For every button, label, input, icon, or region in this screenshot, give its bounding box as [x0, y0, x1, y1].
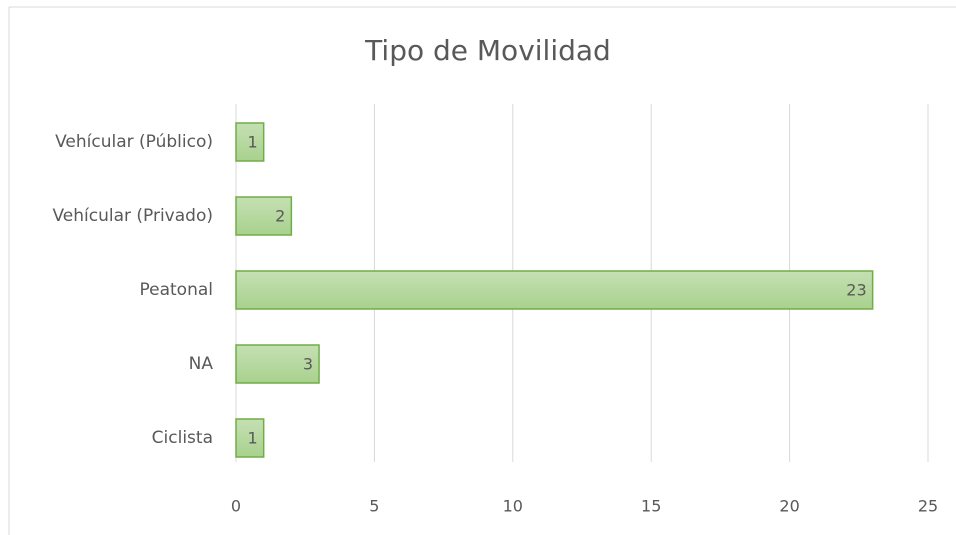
- y-tick-label: Vehícular (Privado): [52, 206, 213, 226]
- x-tick-label: 10: [503, 497, 523, 516]
- data-label: 3: [303, 355, 313, 374]
- y-tick-label: Peatonal: [139, 280, 213, 300]
- data-label: 2: [275, 207, 285, 226]
- data-label: 23: [846, 281, 866, 300]
- y-tick-label: Ciclista: [152, 428, 213, 448]
- chart-title: Tipo de Movilidad: [364, 34, 611, 67]
- x-tick-label: 0: [231, 497, 241, 516]
- data-label: 1: [247, 133, 257, 152]
- x-tick-label: 20: [779, 497, 799, 516]
- x-tick-label: 15: [641, 497, 661, 516]
- x-tick-label: 25: [918, 497, 938, 516]
- x-tick-label: 5: [369, 497, 379, 516]
- bar: [235, 196, 293, 236]
- bar: [235, 418, 265, 458]
- bar: [235, 122, 265, 162]
- y-tick-label: Vehícular (Público): [55, 132, 213, 152]
- bar: [235, 270, 874, 310]
- y-tick-label: NA: [189, 354, 214, 374]
- bar: [235, 344, 320, 384]
- data-label: 1: [247, 429, 257, 448]
